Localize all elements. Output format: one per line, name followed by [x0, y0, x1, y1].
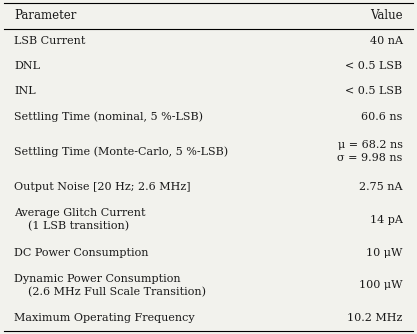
- Text: 10.2 MHz: 10.2 MHz: [347, 313, 402, 323]
- Text: INL: INL: [14, 87, 36, 97]
- Text: μ = 68.2 ns
σ = 9.98 ns: μ = 68.2 ns σ = 9.98 ns: [337, 140, 402, 163]
- Text: Maximum Operating Frequency: Maximum Operating Frequency: [14, 313, 195, 323]
- Text: 14 pA: 14 pA: [370, 215, 402, 225]
- Text: 60.6 ns: 60.6 ns: [361, 112, 402, 122]
- Text: DNL: DNL: [14, 61, 40, 71]
- Text: Average Glitch Current
    (1 LSB transition): Average Glitch Current (1 LSB transition…: [14, 208, 146, 232]
- Text: Dynamic Power Consumption
    (2.6 MHz Full Scale Transition): Dynamic Power Consumption (2.6 MHz Full …: [14, 274, 206, 297]
- Text: LSB Current: LSB Current: [14, 36, 86, 46]
- Text: 10 μW: 10 μW: [366, 247, 402, 258]
- Text: Settling Time (nominal, 5 %-LSB): Settling Time (nominal, 5 %-LSB): [14, 111, 203, 122]
- Text: < 0.5 LSB: < 0.5 LSB: [346, 87, 402, 97]
- Text: DC Power Consumption: DC Power Consumption: [14, 247, 149, 258]
- Text: Output Noise [20 Hz; 2.6 MHz]: Output Noise [20 Hz; 2.6 MHz]: [14, 182, 191, 192]
- Text: 100 μW: 100 μW: [359, 280, 402, 290]
- Text: 40 nA: 40 nA: [369, 36, 402, 46]
- Text: Parameter: Parameter: [14, 9, 77, 22]
- Text: < 0.5 LSB: < 0.5 LSB: [346, 61, 402, 71]
- Text: Settling Time (Monte-Carlo, 5 %-LSB): Settling Time (Monte-Carlo, 5 %-LSB): [14, 147, 229, 157]
- Text: Value: Value: [370, 9, 402, 22]
- Text: 2.75 nA: 2.75 nA: [359, 182, 402, 192]
